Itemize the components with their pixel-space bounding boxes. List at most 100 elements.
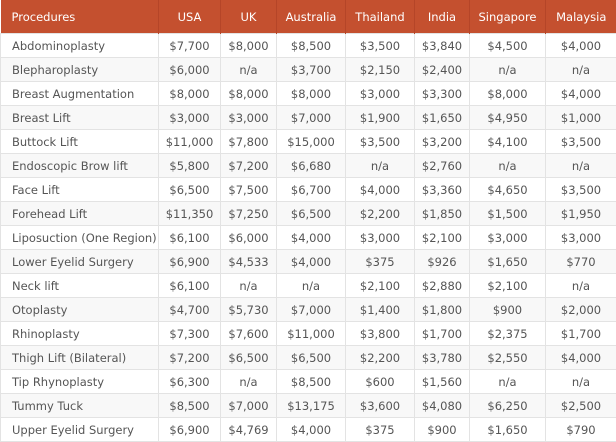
thailand-cost-cell: $3,000 [346,226,415,250]
table-row: Thigh Lift (Bilateral)$7,200$6,500$6,500… [1,346,616,370]
singapore-cost-cell: $1,650 [470,418,546,442]
header-row: Procedures USA UK Australia Thailand Ind… [1,0,616,34]
uk-cost-cell: $7,600 [221,322,277,346]
column-header-india: India [415,0,470,34]
thailand-cost-cell: $2,150 [346,58,415,82]
usa-cost-cell: $6,100 [159,226,221,250]
thailand-cost-cell: $3,800 [346,322,415,346]
india-cost-cell: $2,880 [415,274,470,298]
table-row: Buttock Lift$11,000$7,800$15,000$3,500$3… [1,130,616,154]
thailand-cost-cell: $1,400 [346,298,415,322]
procedure-name-cell: Breast Augmentation [1,82,159,106]
australia-cost-cell: $6,500 [277,202,346,226]
uk-cost-cell: n/a [221,58,277,82]
india-cost-cell: $2,100 [415,226,470,250]
uk-cost-cell: $6,000 [221,226,277,250]
table-row: Breast Augmentation$8,000$8,000$8,000$3,… [1,82,616,106]
india-cost-cell: $926 [415,250,470,274]
singapore-cost-cell: n/a [470,58,546,82]
usa-cost-cell: $7,700 [159,34,221,58]
table-row: Tummy Tuck$8,500$7,000$13,175$3,600$4,08… [1,394,616,418]
procedure-name-cell: Upper Eyelid Surgery [1,418,159,442]
uk-cost-cell: $7,200 [221,154,277,178]
malaysia-cost-cell: n/a [546,154,616,178]
usa-cost-cell: $6,900 [159,250,221,274]
australia-cost-cell: $6,680 [277,154,346,178]
australia-cost-cell: $15,000 [277,130,346,154]
malaysia-cost-cell: $4,000 [546,346,616,370]
singapore-cost-cell: $4,650 [470,178,546,202]
singapore-cost-cell: $4,500 [470,34,546,58]
india-cost-cell: $1,700 [415,322,470,346]
australia-cost-cell: $8,500 [277,34,346,58]
india-cost-cell: $3,360 [415,178,470,202]
uk-cost-cell: $4,533 [221,250,277,274]
procedure-name-cell: Tip Rhynoplasty [1,370,159,394]
procedure-name-cell: Rhinoplasty [1,322,159,346]
procedure-name-cell: Otoplasty [1,298,159,322]
uk-cost-cell: $7,800 [221,130,277,154]
procedure-name-cell: Buttock Lift [1,130,159,154]
procedure-name-cell: Abdominoplasty [1,34,159,58]
column-header-malaysia: Malaysia [546,0,616,34]
malaysia-cost-cell: $3,500 [546,178,616,202]
uk-cost-cell: n/a [221,274,277,298]
india-cost-cell: $3,200 [415,130,470,154]
usa-cost-cell: $6,000 [159,58,221,82]
thailand-cost-cell: $1,900 [346,106,415,130]
india-cost-cell: $1,650 [415,106,470,130]
usa-cost-cell: $4,700 [159,298,221,322]
column-header-usa: USA [159,0,221,34]
malaysia-cost-cell: $1,950 [546,202,616,226]
column-header-procedures: Procedures [1,0,159,34]
india-cost-cell: $3,300 [415,82,470,106]
table-row: Upper Eyelid Surgery$6,900$4,769$4,000$3… [1,418,616,442]
procedure-name-cell: Neck lift [1,274,159,298]
australia-cost-cell: n/a [277,274,346,298]
usa-cost-cell: $7,200 [159,346,221,370]
usa-cost-cell: $6,100 [159,274,221,298]
malaysia-cost-cell: $770 [546,250,616,274]
australia-cost-cell: $7,000 [277,106,346,130]
india-cost-cell: $4,080 [415,394,470,418]
australia-cost-cell: $8,500 [277,370,346,394]
thailand-cost-cell: $2,200 [346,202,415,226]
singapore-cost-cell: $2,100 [470,274,546,298]
uk-cost-cell: $6,500 [221,346,277,370]
uk-cost-cell: $8,000 [221,82,277,106]
thailand-cost-cell: n/a [346,154,415,178]
india-cost-cell: $1,560 [415,370,470,394]
table-row: Breast Lift$3,000$3,000$7,000$1,900$1,65… [1,106,616,130]
india-cost-cell: $2,400 [415,58,470,82]
australia-cost-cell: $13,175 [277,394,346,418]
uk-cost-cell: $7,500 [221,178,277,202]
uk-cost-cell: $4,769 [221,418,277,442]
uk-cost-cell: $8,000 [221,34,277,58]
uk-cost-cell: $5,730 [221,298,277,322]
malaysia-cost-cell: $790 [546,418,616,442]
australia-cost-cell: $4,000 [277,250,346,274]
australia-cost-cell: $7,000 [277,298,346,322]
table-row: Forehead Lift$11,350$7,250$6,500$2,200 $1… [1,202,616,226]
table-row: Face Lift$6,500$7,500$6,700$4,000$3,360$… [1,178,616,202]
australia-cost-cell: $11,000 [277,322,346,346]
thailand-cost-cell: $375 [346,250,415,274]
procedure-name-cell: Forehead Lift [1,202,159,226]
uk-cost-cell: $7,250 [221,202,277,226]
thailand-cost-cell: $2,200 [346,346,415,370]
table-header: Procedures USA UK Australia Thailand Ind… [1,0,616,34]
thailand-cost-cell: $4,000 [346,178,415,202]
usa-cost-cell: $8,500 [159,394,221,418]
usa-cost-cell: $11,350 [159,202,221,226]
australia-cost-cell: $4,000 [277,418,346,442]
singapore-cost-cell: $2,375 [470,322,546,346]
singapore-cost-cell: $6,250 [470,394,546,418]
uk-cost-cell: $3,000 [221,106,277,130]
malaysia-cost-cell: $1,000 [546,106,616,130]
australia-cost-cell: $6,500 [277,346,346,370]
usa-cost-cell: $11,000 [159,130,221,154]
singapore-cost-cell: $2,550 [470,346,546,370]
